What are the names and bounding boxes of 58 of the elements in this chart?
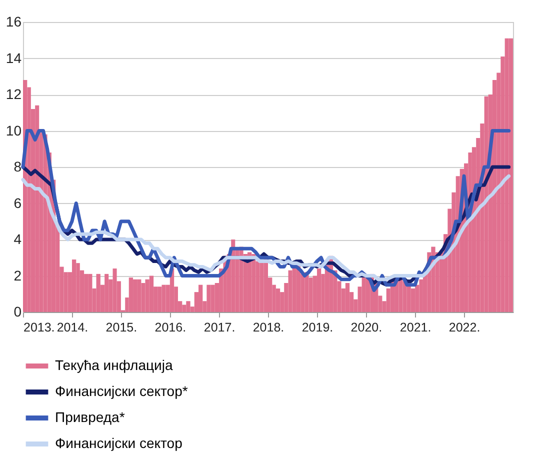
y-tick-label: 14 xyxy=(6,50,22,66)
bar xyxy=(508,38,513,312)
x-tick-label: 2015. xyxy=(106,320,138,334)
bar xyxy=(186,301,190,312)
y-tick-label: 0 xyxy=(14,304,22,320)
bar xyxy=(72,259,76,312)
bar xyxy=(137,279,142,312)
bar xyxy=(210,284,215,312)
x-tick-label: 2021. xyxy=(400,320,432,334)
bar xyxy=(304,272,309,312)
x-tick-label: 2020. xyxy=(350,320,382,334)
legend-label: Финансијски сектор* xyxy=(55,383,188,399)
bar xyxy=(345,283,350,312)
bar xyxy=(96,274,100,312)
y-tick-label: 4 xyxy=(14,231,22,247)
y-tick-label: 8 xyxy=(14,158,22,174)
x-tick-label: 2016. xyxy=(154,320,186,334)
y-tick-label: 6 xyxy=(14,194,22,211)
bar xyxy=(316,268,322,312)
bar xyxy=(504,38,509,312)
bar xyxy=(182,304,186,312)
bar xyxy=(158,286,162,312)
y-tick-label: 10 xyxy=(6,122,22,138)
bar xyxy=(141,283,146,312)
x-tick-label: 2022. xyxy=(448,320,480,334)
bar xyxy=(276,288,280,312)
bar xyxy=(292,268,296,312)
bar xyxy=(104,274,109,312)
x-tick-label: 2014. xyxy=(56,320,88,334)
bar xyxy=(362,278,366,312)
bar xyxy=(145,279,150,312)
x-tick-label: 2019. xyxy=(302,320,334,334)
legend-label: Финансијски сектор xyxy=(55,435,183,451)
bar xyxy=(112,268,117,312)
bar xyxy=(260,261,264,312)
bar xyxy=(88,274,92,312)
bar xyxy=(398,279,403,312)
legend-label: Привреда* xyxy=(55,409,126,425)
bar xyxy=(402,281,407,312)
y-tick-label: 16 xyxy=(6,14,22,30)
bar xyxy=(133,279,138,312)
bar xyxy=(206,284,211,312)
bar xyxy=(128,278,134,312)
bar xyxy=(162,284,166,312)
bar xyxy=(149,276,154,312)
bar xyxy=(288,270,292,312)
x-tick-label: 2013. xyxy=(24,320,55,334)
y-tick-label: 2 xyxy=(14,267,22,284)
bar xyxy=(410,288,416,312)
bar xyxy=(84,274,88,312)
legend-label: Текућа инфлација xyxy=(55,357,173,373)
bar xyxy=(252,254,256,312)
bar xyxy=(198,284,203,312)
bar xyxy=(35,105,40,312)
bar xyxy=(419,279,423,312)
y-tick-label: 12 xyxy=(6,86,22,102)
x-tick-label: 2017. xyxy=(204,320,236,334)
x-tick-label: 2018. xyxy=(252,320,284,334)
